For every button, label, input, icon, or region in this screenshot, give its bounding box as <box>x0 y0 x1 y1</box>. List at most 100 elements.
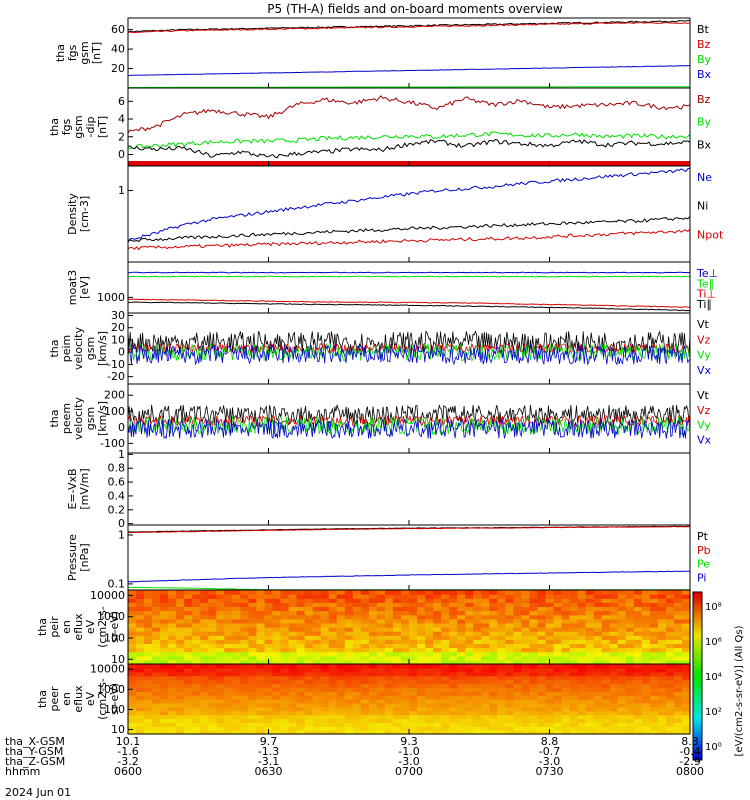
heatmap-cell <box>481 643 490 649</box>
heatmap-cell <box>401 726 410 731</box>
heatmap-cell <box>505 687 514 692</box>
ephemeris-value: -1.0 <box>398 745 419 758</box>
heatmap-cell <box>417 627 426 632</box>
heatmap-cell <box>296 726 306 731</box>
heatmap-cell <box>376 714 386 720</box>
heatmap-cell <box>625 714 635 720</box>
heatmap-cell <box>144 639 153 644</box>
heatmap-cell <box>392 651 402 657</box>
heatmap-cell <box>465 667 474 673</box>
heatmap-cell <box>152 631 161 636</box>
heatmap-cell <box>304 602 314 607</box>
heatmap-cell <box>184 627 193 632</box>
heatmap-cell <box>336 598 346 603</box>
heatmap-cell <box>625 718 635 723</box>
heatmap-cell <box>497 691 506 696</box>
heatmap-cell <box>312 702 322 708</box>
heatmap-cell <box>280 594 290 599</box>
legend-pi: Pi <box>697 571 706 584</box>
heatmap-cell <box>384 631 394 636</box>
heatmap-cell <box>682 722 691 727</box>
heatmap-cell <box>184 706 193 712</box>
heatmap-cell <box>449 714 458 720</box>
heatmap-cell <box>336 691 346 696</box>
heatmap-cell <box>505 659 514 665</box>
heatmap-cell <box>176 614 185 620</box>
legend-bz: Bz <box>697 93 711 106</box>
heatmap-cell <box>529 671 538 677</box>
heatmap-cell <box>264 667 274 673</box>
heatmap-cell <box>585 718 595 723</box>
heatmap-cell <box>272 590 282 595</box>
heatmap-cell <box>160 590 169 595</box>
heatmap-cell <box>160 635 169 640</box>
series-bz-line <box>127 95 691 134</box>
heatmap-cell <box>417 714 426 720</box>
heatmap-cell <box>553 695 563 700</box>
heatmap-cell <box>449 651 458 657</box>
heatmap-cell <box>433 622 442 628</box>
heatmap-cell <box>601 710 611 716</box>
heatmap-cell <box>176 655 185 661</box>
heatmap-cell <box>457 714 466 720</box>
colorbar-tick-label: 10⁶ <box>705 637 722 648</box>
heatmap-cell <box>184 622 193 628</box>
heatmap-cell <box>288 699 298 704</box>
heatmap-cell <box>617 714 627 720</box>
heatmap-cell <box>200 702 209 708</box>
heatmap-cell <box>577 718 587 723</box>
heatmap-cell <box>376 639 386 644</box>
y-axis-label: moat3 <box>66 270 79 306</box>
heatmap-cell <box>144 671 153 677</box>
heatmap-cell <box>441 602 450 607</box>
heatmap-cell <box>617 730 627 735</box>
heatmap-cell <box>288 590 298 595</box>
heatmap-cell <box>673 651 683 657</box>
heatmap-cell <box>457 726 466 731</box>
heatmap-cell <box>224 655 233 661</box>
heatmap-cell <box>481 671 490 677</box>
heatmap-cell <box>216 618 225 624</box>
heatmap-cell <box>433 610 442 616</box>
heatmap-cell <box>256 659 266 665</box>
heatmap-cell <box>192 718 201 723</box>
heatmap-cell <box>208 687 217 692</box>
heatmap-cell <box>553 664 563 669</box>
heatmap-cell <box>264 627 274 632</box>
y-tick-label: 1 <box>118 184 125 197</box>
heatmap-cell <box>625 627 635 632</box>
colorbar-cell <box>693 659 702 663</box>
colorbar-cell <box>693 592 702 596</box>
heatmap-cell <box>128 590 137 595</box>
heatmap-cell <box>545 702 555 708</box>
heatmap-cell <box>545 706 555 712</box>
heatmap-cell <box>433 606 442 612</box>
heatmap-cell <box>216 679 225 685</box>
colorbar-cell <box>693 740 702 744</box>
y-axis-label: tha <box>48 118 61 136</box>
heatmap-cell <box>136 610 145 616</box>
heatmap-cell <box>312 687 322 692</box>
heatmap-cell <box>336 714 346 720</box>
heatmap-cell <box>457 643 466 649</box>
heatmap-cell <box>392 710 402 716</box>
heatmap-cell <box>272 718 282 723</box>
heatmap-cell <box>545 683 555 688</box>
y-tick-label: 10000 <box>90 663 125 676</box>
heatmap-cell <box>368 594 378 599</box>
colorbar-cell <box>693 692 702 697</box>
heatmap-cell <box>352 618 362 624</box>
heatmap-cell <box>368 691 378 696</box>
heatmap-cell <box>264 598 274 603</box>
heatmap-cell <box>360 610 370 616</box>
heatmap-cell <box>641 667 651 673</box>
heatmap-cell <box>336 610 346 616</box>
heatmap-cell <box>328 730 338 735</box>
heatmap-cell <box>593 631 603 636</box>
heatmap-cell <box>481 655 490 661</box>
heatmap-cell <box>368 675 378 681</box>
heatmap-cell <box>633 699 643 704</box>
heatmap-cell <box>449 635 458 640</box>
heatmap-cell <box>176 635 185 640</box>
heatmap-cell <box>465 602 474 607</box>
